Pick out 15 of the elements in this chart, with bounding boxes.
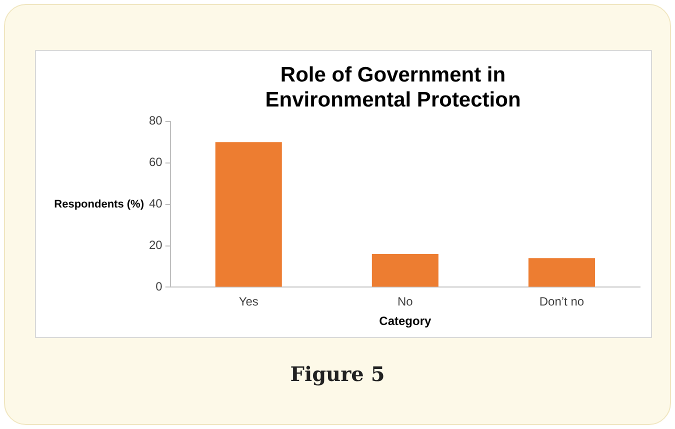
chart-title: Role of Government in Environmental Protection <box>265 63 521 112</box>
y-tick-label: 0 <box>156 280 163 294</box>
bar <box>528 258 595 287</box>
y-tick-label: 40 <box>148 196 163 211</box>
x-tick-label: Yes <box>238 294 258 309</box>
x-axis-title: Category <box>379 314 432 328</box>
caption: Figure 5 <box>289 362 386 386</box>
y-tick-label: 20 <box>148 238 163 252</box>
y-tick-label: 60 <box>148 155 163 170</box>
y-tick-label: 80 <box>148 114 163 128</box>
x-tick-label: No <box>398 294 414 309</box>
bar <box>215 142 282 287</box>
x-tick-label: Don’t no <box>539 294 584 309</box>
bar <box>372 254 438 287</box>
y-axis-title: Respondents (%) <box>54 198 144 210</box>
